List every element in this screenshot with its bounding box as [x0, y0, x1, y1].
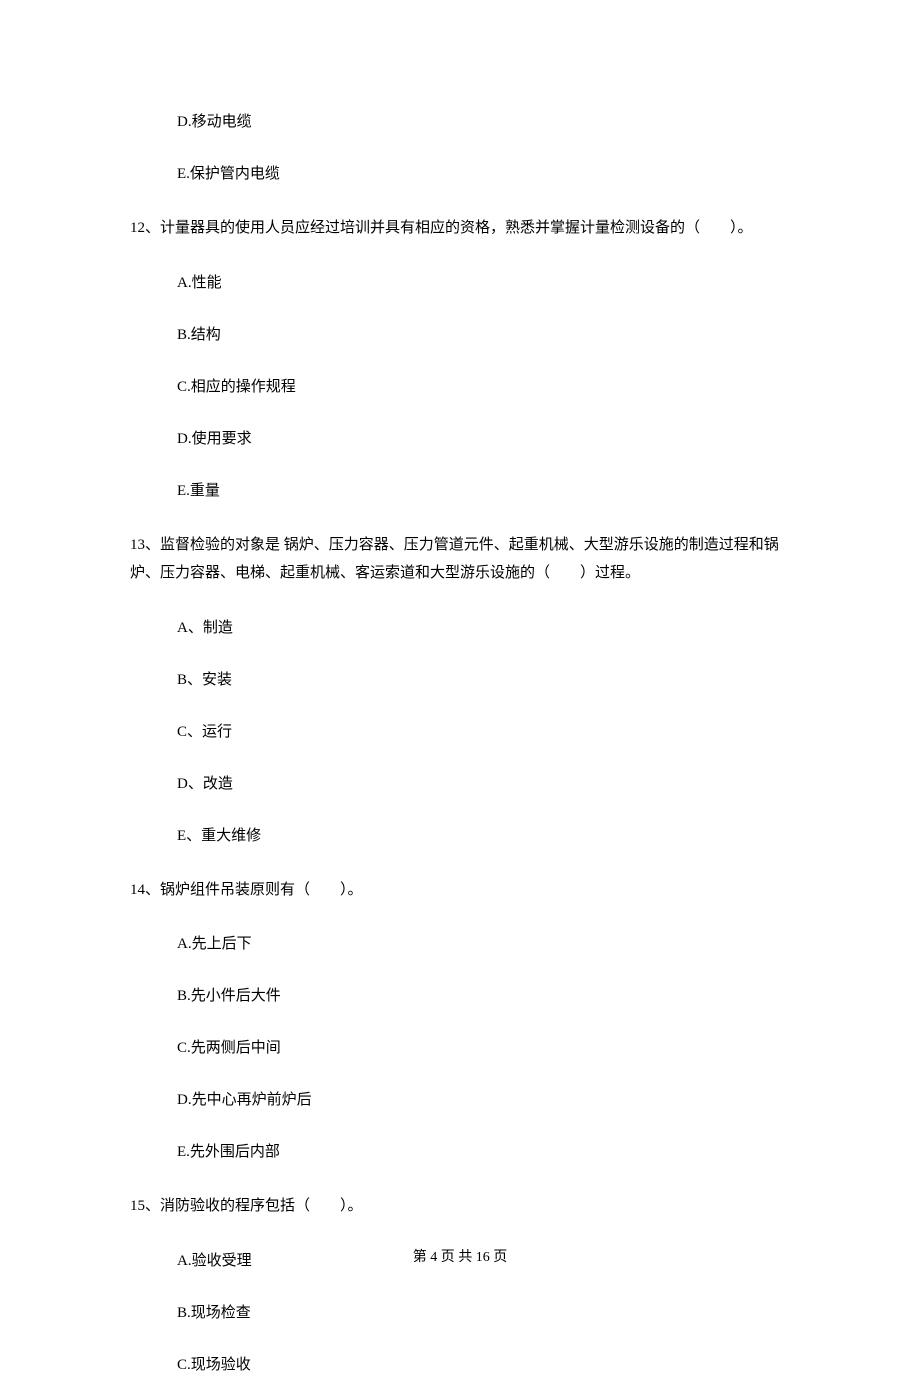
q12-option-e: E.重量: [130, 479, 790, 503]
q12-option-d: D.使用要求: [130, 427, 790, 451]
q15-option-b: B.现场检查: [130, 1301, 790, 1325]
question-12: 12、计量器具的使用人员应经过培训并具有相应的资格，熟悉并掌握计量检测设备的（ …: [130, 214, 790, 243]
q12-option-b: B.结构: [130, 323, 790, 347]
q13-option-e: E、重大维修: [130, 824, 790, 848]
question-15: 15、消防验收的程序包括（ ）。: [130, 1192, 790, 1221]
q14-option-a: A.先上后下: [130, 932, 790, 956]
q14-option-e: E.先外围后内部: [130, 1140, 790, 1164]
q12-option-c: C.相应的操作规程: [130, 375, 790, 399]
q12-option-a: A.性能: [130, 271, 790, 295]
option-e: E.保护管内电缆: [130, 162, 790, 186]
q14-option-c: C.先两侧后中间: [130, 1036, 790, 1060]
q13-option-b: B、安装: [130, 668, 790, 692]
q13-option-c: C、运行: [130, 720, 790, 744]
q14-option-d: D.先中心再炉前炉后: [130, 1088, 790, 1112]
q14-option-b: B.先小件后大件: [130, 984, 790, 1008]
q13-option-d: D、改造: [130, 772, 790, 796]
q15-option-c: C.现场验收: [130, 1353, 790, 1377]
q13-option-a: A、制造: [130, 616, 790, 640]
option-d: D.移动电缆: [130, 110, 790, 134]
question-13: 13、监督检验的对象是 锅炉、压力容器、压力管道元件、起重机械、大型游乐设施的制…: [130, 531, 790, 588]
question-14: 14、锅炉组件吊装原则有（ ）。: [130, 876, 790, 905]
page-footer: 第 4 页 共 16 页: [0, 1246, 920, 1266]
